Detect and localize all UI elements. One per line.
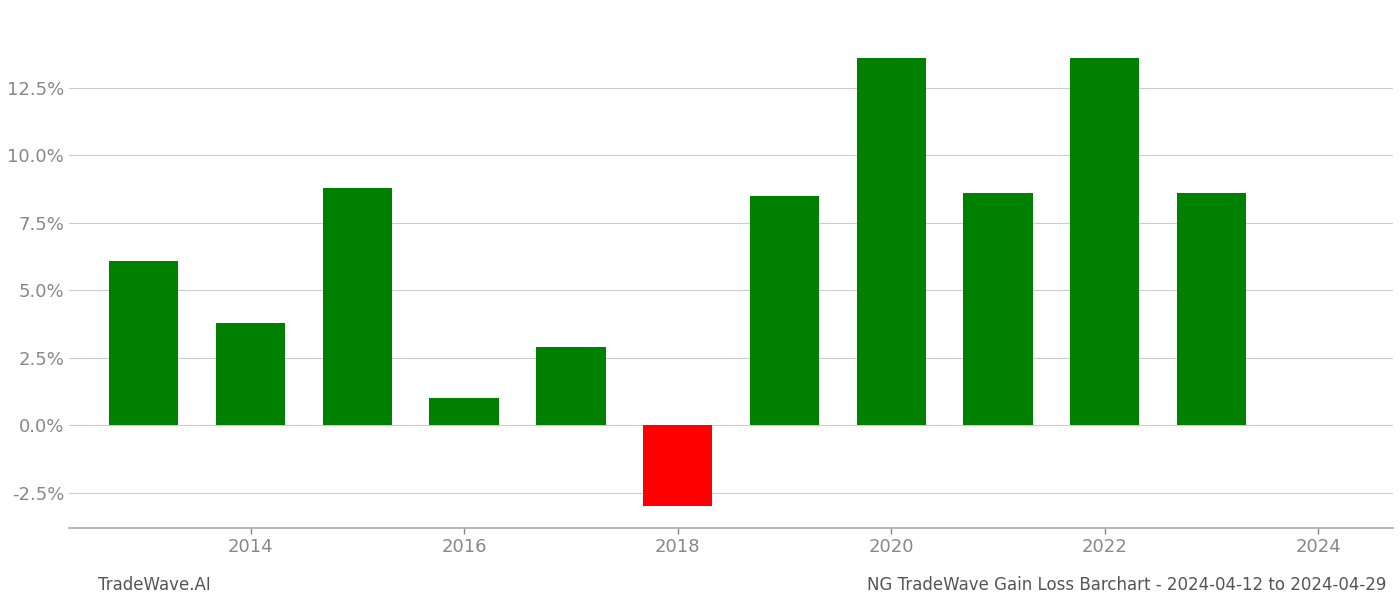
Text: NG TradeWave Gain Loss Barchart - 2024-04-12 to 2024-04-29: NG TradeWave Gain Loss Barchart - 2024-0… <box>867 576 1386 594</box>
Bar <box>322 188 392 425</box>
Bar <box>109 261 178 425</box>
Bar <box>216 323 286 425</box>
Bar <box>857 58 925 425</box>
Bar <box>1070 58 1140 425</box>
Bar <box>643 425 713 506</box>
Text: TradeWave.AI: TradeWave.AI <box>98 576 211 594</box>
Bar <box>963 193 1033 425</box>
Bar <box>430 398 498 425</box>
Bar <box>536 347 606 425</box>
Bar <box>1177 193 1246 425</box>
Bar <box>750 196 819 425</box>
